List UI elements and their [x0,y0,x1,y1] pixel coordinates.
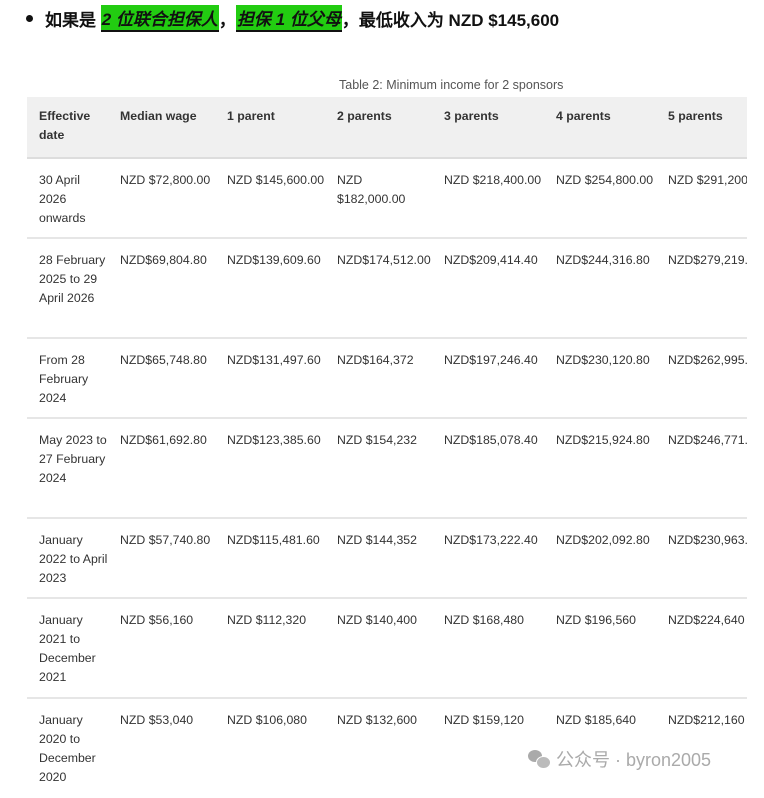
summary-bullet: 如果是 2 位联合担保人，担保 1 位父母 ，最低收入为 NZD $145,600 [26,5,559,32]
income-cell: NZD$65,748.80 [120,353,207,367]
watermark: 公众号 · byron2005 [528,746,711,772]
effective-date-cell: 28 February 2025 to 29 April 2026 [39,253,106,305]
income-cell: NZD $72,800.00 [120,173,211,187]
effective-date-cell: January 2022 to April 2023 [39,533,108,585]
income-cell: NZD$164,372 [337,353,414,367]
income-cell: NZD$215,924.80 [556,433,650,447]
income-cell: NZD $159,120 [444,713,524,727]
table-scroll-container[interactable]: Effective date Median wage 1 parent 2 paren… [27,97,747,798]
column-header: Effective date [27,97,108,158]
income-cell: NZD$224,640 [668,613,745,627]
bullet-prefix: 如果是 [45,11,96,30]
effective-date-cell: May 2023 to 27 February 2024 [39,433,107,485]
table-row: 30 April 2026 onwards NZD $72,800.00 NZD $… [27,158,747,238]
income-cell: NZD $196,560 [556,613,636,627]
income-cell: NZD$244,316.80 [556,253,650,267]
income-cell: NZD$279,219.20 [668,253,747,267]
income-cell: NZD$131,497.60 [227,353,321,367]
income-cell: NZD $112,320 [227,613,307,627]
table-row: January 2022 to April 2023 NZD $57,740.80… [27,518,747,598]
effective-date-cell: 30 April 2026 onwards [39,173,86,225]
table-header-row: Effective date Median wage 1 parent 2 paren… [27,97,747,158]
bullet-sep: ， [218,11,236,30]
income-cell: NZD$246,771.20 [668,433,747,447]
income-cell: NZD$185,078.40 [444,433,538,447]
table-row: 28 February 2025 to 29 April 2026 NZD$69,… [27,238,747,338]
income-cell: NZD$230,963.20 [668,533,747,547]
income-cell: NZD $106,080 [227,713,307,727]
highlight-parents: 担保 1 位父母 [235,5,342,32]
table-row: January 2021 to December 2021 NZD $56,160… [27,598,747,698]
column-header: Median wage [108,97,215,158]
column-header: 5 parents [656,97,747,158]
income-cell: NZD$174,512.00 [337,253,431,267]
income-cell: NZD$202,092.80 [556,533,650,547]
income-cell: NZD $182,000.00 [337,173,406,206]
income-cell: NZD$173,222.40 [444,533,538,547]
income-cell: NZD$69,804.80 [120,253,207,267]
column-header: 4 parents [544,97,656,158]
effective-date-cell: From 28 February 2024 [39,353,89,405]
income-cell: NZD $291,200.00 [668,173,747,187]
column-header: 1 parent [215,97,325,158]
income-cell: NZD $57,740.80 [120,533,211,547]
highlight-sponsors: 2 位联合担保人 [100,5,219,32]
column-header: 3 parents [432,97,544,158]
income-cell: NZD $140,400 [337,613,417,627]
income-cell: NZD $154,232 [337,433,417,447]
table-row: January 2020 to December 2020 NZD $53,040… [27,698,747,798]
income-cell: NZD $185,640 [556,713,636,727]
income-cell: NZD $56,160 [120,613,194,627]
effective-date-cell: January 2020 to December 2020 [39,713,96,784]
income-cell: NZD$139,609.60 [227,253,321,267]
table-caption: Table 2: Minimum income for 2 sponsors [339,78,564,92]
income-cell: NZD$262,995.20 [668,353,747,367]
column-header: 2 parents [325,97,432,158]
wechat-icon [528,750,551,769]
income-cell: NZD$197,246.40 [444,353,538,367]
income-cell: NZD $53,040 [120,713,194,727]
income-cell: NZD $145,600.00 [227,173,325,187]
table-row: May 2023 to 27 February 2024 NZD$61,692.8… [27,418,747,518]
income-cell: NZD $168,480 [444,613,524,627]
minimum-income-table: Effective date Median wage 1 parent 2 paren… [27,97,747,798]
watermark-text: 公众号 · byron2005 [556,750,712,770]
income-cell: NZD $254,800.00 [556,173,654,187]
effective-date-cell: January 2021 to December 2021 [39,613,96,684]
income-cell: NZD $144,352 [337,533,417,547]
income-cell: NZD$61,692.80 [120,433,207,447]
bullet-dot-icon [26,15,33,22]
income-cell: NZD$209,414.40 [444,253,538,267]
income-cell: NZD$212,160 [668,713,745,727]
income-cell: NZD $218,400.00 [444,173,542,187]
income-cell: NZD$115,481.60 [227,533,320,547]
income-cell: NZD$230,120.80 [556,353,650,367]
income-cell: NZD$123,385.60 [227,433,321,447]
table-row: From 28 February 2024 NZD$65,748.80 NZD$13… [27,338,747,418]
income-cell: NZD $132,600 [337,713,417,727]
bullet-suffix: ，最低收入为 NZD $145,600 [341,11,560,30]
